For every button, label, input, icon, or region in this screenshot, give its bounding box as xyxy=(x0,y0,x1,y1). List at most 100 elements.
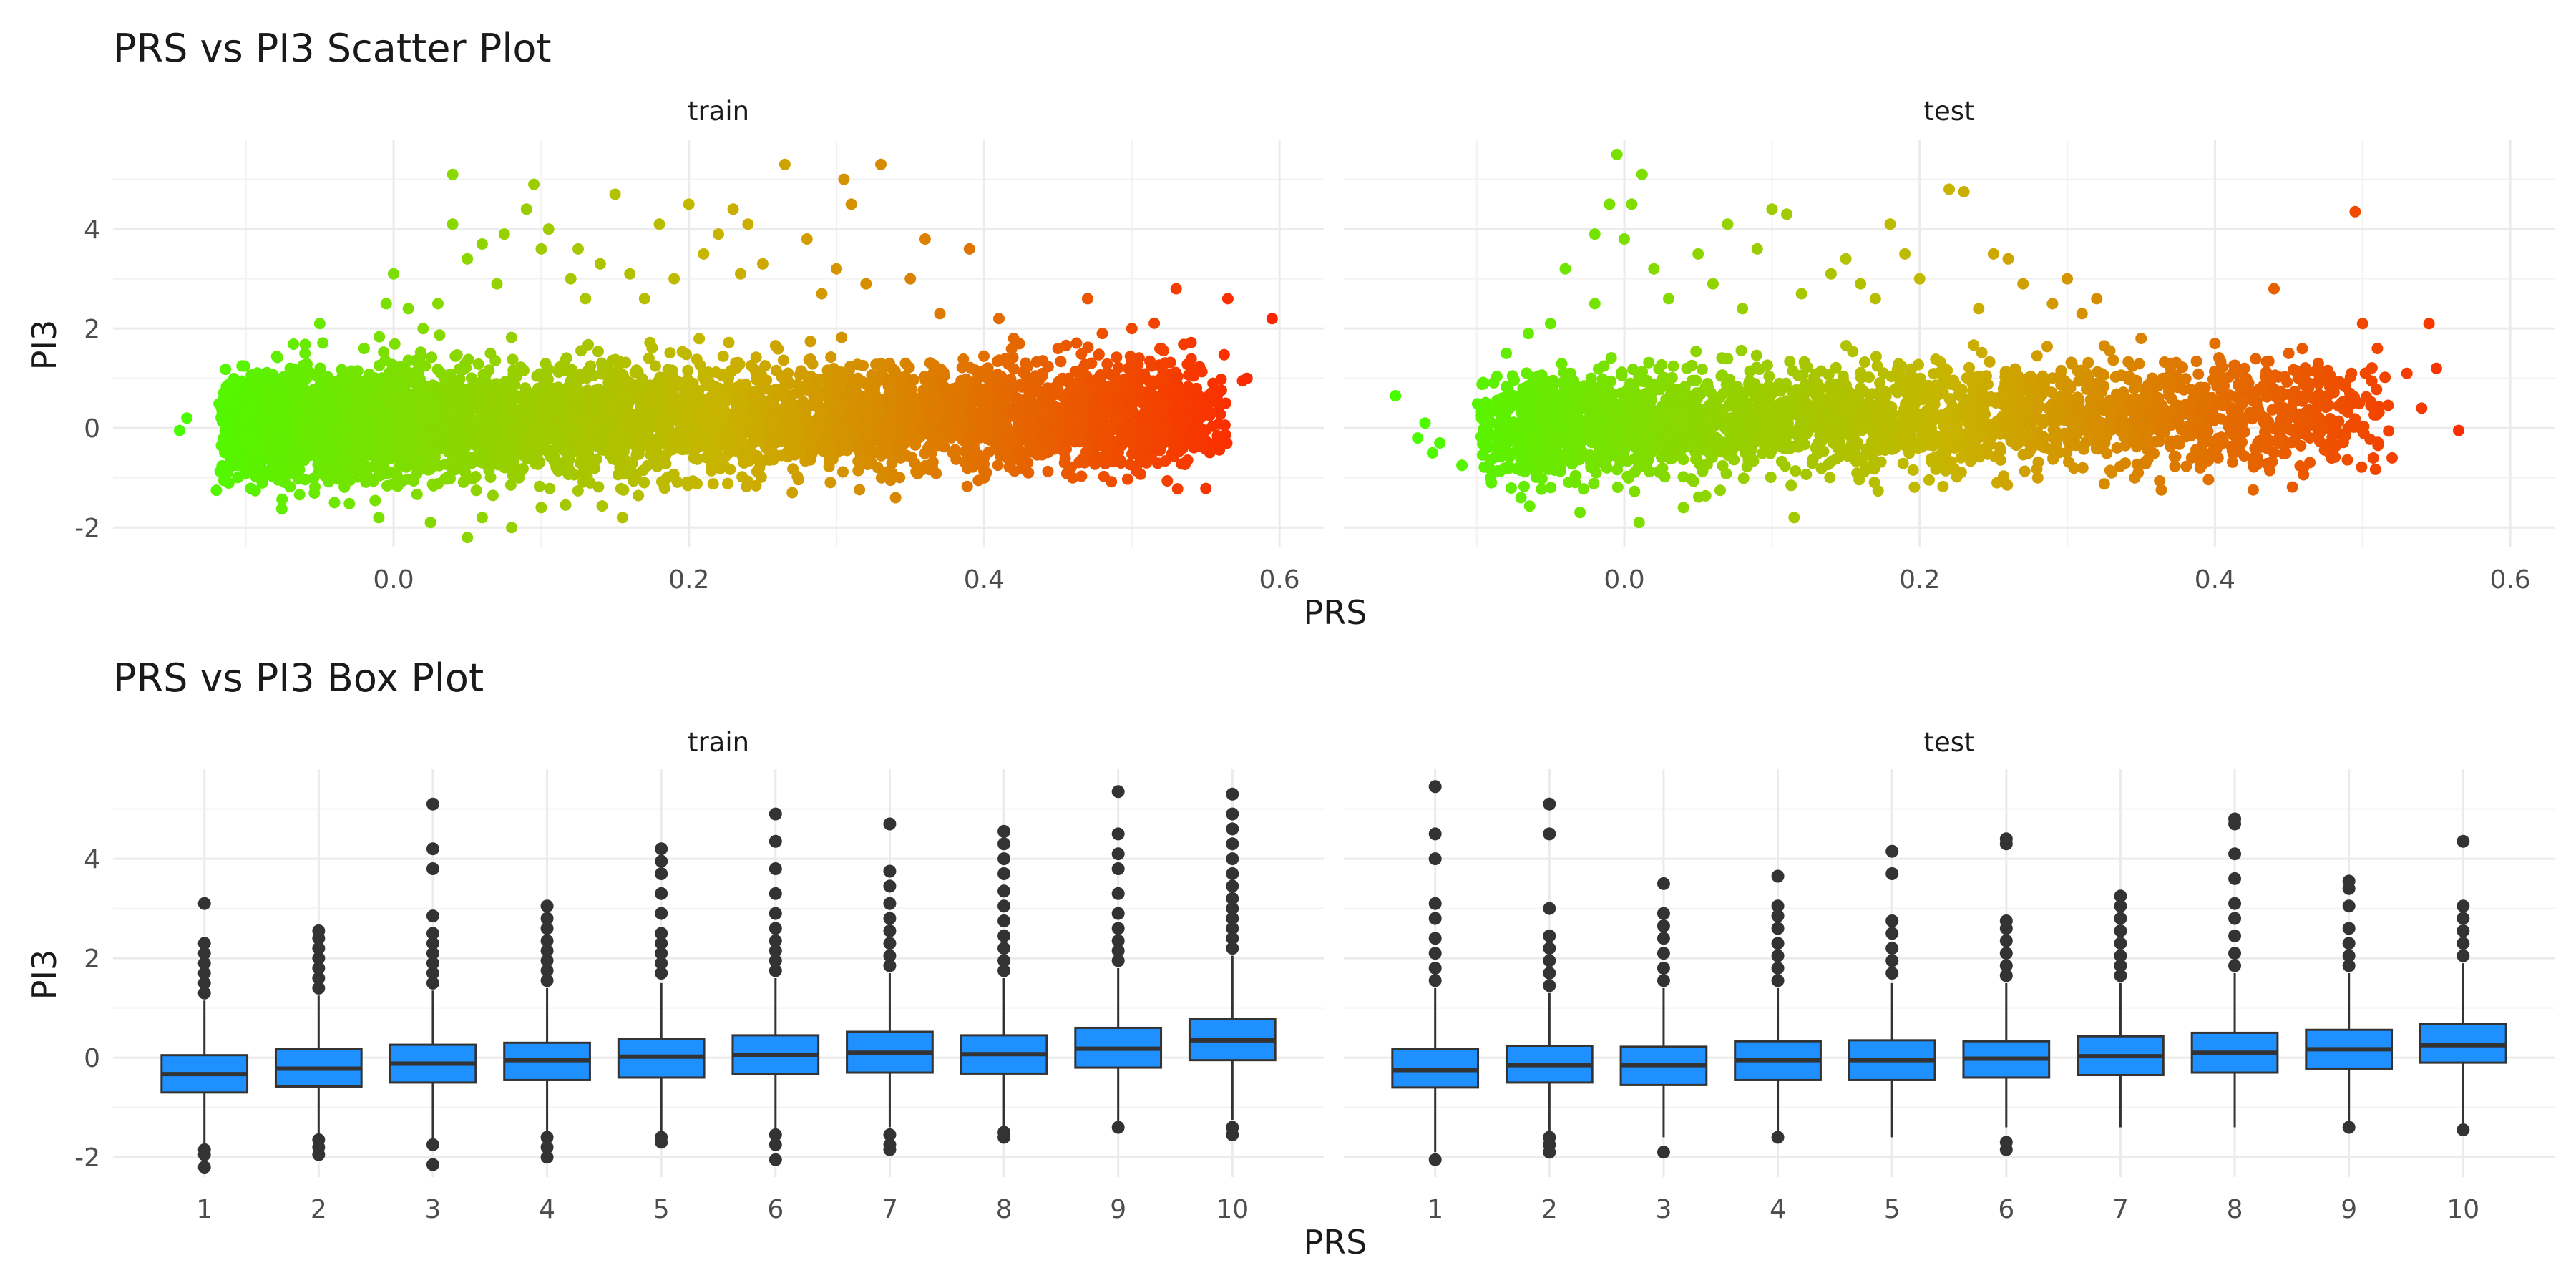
scatter-point xyxy=(1156,396,1169,409)
scatter-point xyxy=(852,464,864,477)
scatter-point xyxy=(761,374,773,386)
scatter-point xyxy=(1154,444,1166,457)
scatter-point xyxy=(682,364,694,376)
scatter-point xyxy=(1214,409,1226,420)
scatter-point xyxy=(751,431,763,444)
scatter-point xyxy=(1219,419,1231,431)
scatter-point xyxy=(1063,372,1075,384)
scatter-point xyxy=(341,401,353,413)
scatter-point xyxy=(830,371,842,383)
scatter-point xyxy=(979,392,991,404)
scatter-point xyxy=(582,338,595,351)
scatter-point xyxy=(1142,374,1154,386)
scatter-point xyxy=(777,354,789,366)
scatter-point xyxy=(275,503,288,514)
scatter-point xyxy=(1148,317,1161,329)
scatter-point xyxy=(723,336,735,348)
scatter-point xyxy=(1185,336,1197,348)
scatter-point xyxy=(1059,452,1071,464)
scatter-point xyxy=(829,385,841,397)
scatter-point xyxy=(467,439,479,451)
scatter-point xyxy=(978,350,990,362)
scatter-point xyxy=(1105,369,1117,381)
scatter-point xyxy=(691,434,703,446)
scatter-point xyxy=(1042,361,1054,373)
scatter-point xyxy=(737,401,749,413)
scatter-point xyxy=(472,358,484,370)
scatter-point xyxy=(293,489,306,501)
scatter-point xyxy=(1158,426,1170,439)
scatter-point xyxy=(899,357,912,369)
scatter-point xyxy=(1131,435,1143,447)
scatter-point xyxy=(343,497,356,509)
scatter-point xyxy=(918,419,930,431)
scatter-point xyxy=(837,466,849,478)
scatter-point xyxy=(1123,423,1135,435)
scatter-point xyxy=(660,458,672,469)
scatter-point xyxy=(459,451,471,462)
scatter-point xyxy=(907,374,919,386)
scatter-point xyxy=(1002,453,1015,465)
scatter-point xyxy=(504,479,517,491)
scatter-point xyxy=(658,482,670,494)
scatter-point xyxy=(643,352,655,364)
scatter-point xyxy=(854,484,866,496)
scatter-point xyxy=(360,476,372,488)
scatter-point xyxy=(576,458,588,470)
scatter-point xyxy=(749,392,761,404)
scatter-point xyxy=(560,364,572,376)
scatter-point xyxy=(317,337,329,349)
scatter-point xyxy=(857,359,869,371)
scatter-point xyxy=(499,382,511,394)
scatter-point xyxy=(376,469,387,481)
scatter-point xyxy=(912,408,924,420)
scatter-point xyxy=(453,363,465,375)
scatter-point xyxy=(700,379,712,391)
scatter-point xyxy=(608,382,620,394)
scatter-point xyxy=(1094,369,1106,381)
scatter-point xyxy=(344,474,356,487)
scatter-point xyxy=(434,329,446,341)
scatter-point xyxy=(276,493,288,505)
scatter-point xyxy=(414,415,426,427)
scatter-point xyxy=(698,366,710,379)
scatter-point xyxy=(638,464,649,477)
scatter-point xyxy=(886,457,898,469)
scatter-point xyxy=(572,484,584,497)
scatter-point xyxy=(794,424,806,435)
scatter-point xyxy=(618,484,630,496)
scatter-point xyxy=(1121,473,1133,485)
scatter-point xyxy=(381,479,394,492)
scatter-point xyxy=(644,336,656,348)
scatter-point xyxy=(1159,357,1171,369)
scatter-point xyxy=(824,454,835,467)
scatter-point xyxy=(1074,430,1086,442)
scatter-point xyxy=(922,443,934,454)
scatter-point xyxy=(1028,372,1040,384)
scatter-point xyxy=(978,452,990,464)
scatter-point xyxy=(596,500,608,512)
scatter-point xyxy=(991,376,1003,388)
scatter-point xyxy=(638,379,650,391)
scatter-point xyxy=(1141,423,1153,435)
scatter-point xyxy=(560,352,572,364)
scatter-point xyxy=(411,488,423,500)
scatter-point xyxy=(394,449,406,462)
scatter-point xyxy=(496,441,507,453)
scatter-point xyxy=(967,452,979,464)
scatter-point xyxy=(992,459,1004,472)
scatter-point xyxy=(1091,451,1103,463)
scatter-point xyxy=(738,455,751,467)
scatter-point xyxy=(706,424,718,436)
scatter-point xyxy=(1022,447,1033,459)
scatter-point xyxy=(451,349,463,361)
scatter-point xyxy=(882,443,894,455)
scatter-point xyxy=(638,477,650,489)
scatter-point xyxy=(665,376,678,389)
scatter-point xyxy=(484,347,497,359)
scatter-point xyxy=(1221,437,1233,449)
scatter-point xyxy=(221,419,233,431)
scatter-point xyxy=(1130,464,1142,477)
scatter-point xyxy=(492,459,504,471)
